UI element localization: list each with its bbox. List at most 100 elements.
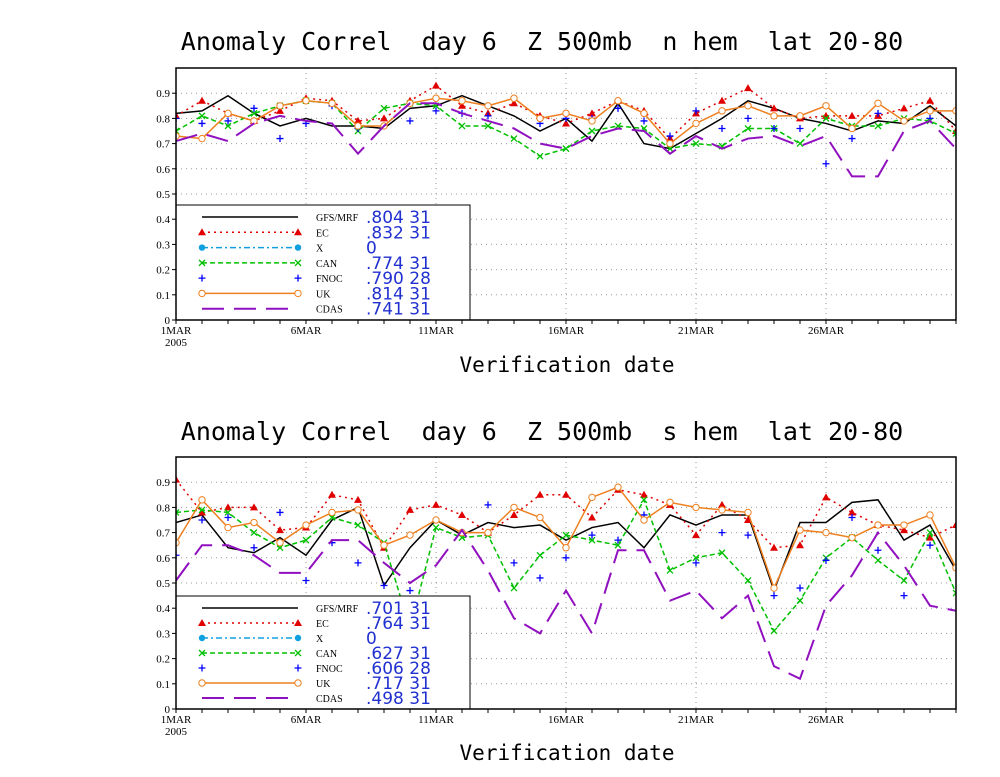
data-point-uk <box>692 119 700 128</box>
data-point-fnoc <box>692 559 700 567</box>
data-point-can <box>250 109 258 117</box>
data-point-fnoc <box>380 582 388 590</box>
x-year-label: 2005 <box>165 726 188 738</box>
legend-item-ec: EC .764 31 <box>198 614 431 634</box>
x-tick-label: 26MAR <box>808 714 845 726</box>
data-point-ec <box>250 503 258 511</box>
legend-stats: .764 31 <box>366 614 431 634</box>
data-point-can <box>432 524 440 532</box>
data-point-uk <box>510 94 518 102</box>
y-tick-label: 0.8 <box>156 502 170 514</box>
series-layer <box>176 475 956 681</box>
legend-stats: .790 28 <box>366 269 431 289</box>
data-point-uk <box>224 523 232 532</box>
legend-item-uk: UK .717 31 <box>198 674 431 694</box>
data-point-fnoc <box>614 104 622 112</box>
legend-stats: .814 31 <box>366 284 431 304</box>
data-point-uk <box>874 521 882 529</box>
x-tick-label: 1MAR <box>161 714 192 726</box>
legend-marker <box>294 634 302 642</box>
y-tick-label: 0.1 <box>156 679 170 691</box>
legend-marker <box>198 619 206 626</box>
data-point-uk <box>198 496 206 504</box>
x-tick-label: 6MAR <box>291 714 322 726</box>
data-point-ec <box>640 490 648 498</box>
data-point-ec <box>536 490 544 498</box>
data-point-can <box>640 496 648 504</box>
data-point-can <box>666 566 674 574</box>
data-point-uk <box>640 109 648 118</box>
data-point-fnoc <box>692 107 700 115</box>
data-point-fnoc <box>484 501 492 509</box>
chart-panel-s-hem: Anomaly Correl day 6 Z 500mb s hem lat 2… <box>156 417 957 765</box>
y-tick-label: 0.2 <box>156 265 170 277</box>
data-point-can <box>900 577 908 584</box>
series-fnoc <box>176 501 934 610</box>
data-point-fnoc <box>536 574 544 582</box>
data-point-fnoc <box>770 124 778 132</box>
data-point-uk <box>822 528 830 537</box>
y-tick-label: 0.7 <box>156 528 170 540</box>
data-point-uk <box>822 102 830 110</box>
data-point-fnoc <box>224 513 232 521</box>
data-point-can <box>380 104 388 112</box>
legend-label: CDAS <box>316 694 343 705</box>
legend-marker <box>198 228 206 236</box>
data-point-fnoc <box>176 114 180 122</box>
data-point-fnoc <box>354 559 362 567</box>
data-point-fnoc <box>640 117 648 125</box>
data-point-uk <box>900 521 908 529</box>
data-point-uk <box>328 508 336 517</box>
data-point-fnoc <box>718 124 726 132</box>
data-point-fnoc <box>848 513 856 521</box>
data-point-fnoc <box>900 592 908 600</box>
data-point-uk <box>614 483 622 491</box>
y-tick-label: 0.1 <box>156 290 170 302</box>
legend-stats: .717 31 <box>366 674 431 694</box>
legend-stats: .606 28 <box>366 659 431 679</box>
data-point-fnoc <box>796 124 804 132</box>
x-tick-label: 6MAR <box>291 325 322 337</box>
data-point-uk <box>562 544 570 552</box>
y-tick-label: 0.3 <box>156 239 170 251</box>
data-point-uk <box>588 493 596 502</box>
data-point-can <box>562 531 570 539</box>
legend-item-fnoc: FNOC .790 28 <box>198 269 431 289</box>
data-point-uk <box>510 503 518 512</box>
data-point-fnoc <box>874 546 882 554</box>
series-fnoc <box>176 102 934 168</box>
legend-marker <box>294 289 302 298</box>
data-point-ec <box>588 109 596 117</box>
legend-marker <box>294 259 302 267</box>
data-point-ec <box>354 116 362 124</box>
data-point-ec <box>276 526 284 534</box>
legend-label: FNOC <box>316 274 343 285</box>
data-point-can <box>536 152 544 160</box>
y-tick-label: 0 <box>165 704 171 716</box>
data-point-can <box>770 627 778 635</box>
legend-stats: .832 31 <box>366 223 431 243</box>
data-point-uk <box>484 102 492 110</box>
data-point-can <box>744 577 752 584</box>
data-point-ec <box>510 99 518 107</box>
legend-item-cdas: CDAS .741 31 <box>202 300 431 320</box>
data-point-can <box>484 122 492 130</box>
data-point-uk <box>744 508 752 517</box>
data-point-can <box>614 541 622 549</box>
data-point-ec <box>432 500 440 508</box>
legend-marker <box>294 619 302 626</box>
plot-frame <box>175 67 957 321</box>
data-point-ec <box>354 495 362 503</box>
data-point-fnoc <box>822 160 830 168</box>
data-point-ec <box>380 114 388 122</box>
data-point-uk <box>770 584 778 592</box>
data-point-ec <box>926 533 934 541</box>
data-point-uk <box>484 528 492 537</box>
series-cdas <box>176 528 956 681</box>
data-point-can <box>198 506 206 514</box>
y-tick-label: 0.5 <box>156 578 170 590</box>
data-point-can <box>822 114 830 122</box>
